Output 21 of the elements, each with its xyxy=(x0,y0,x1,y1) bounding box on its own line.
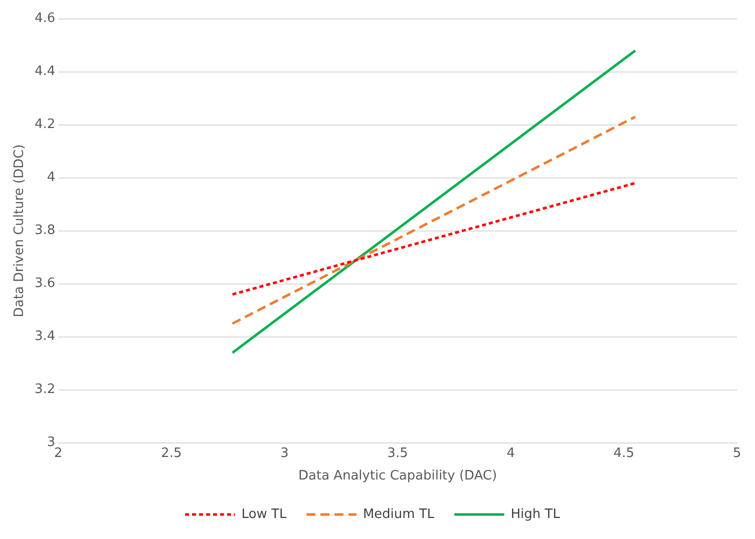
y-tick-label: 3.2 xyxy=(34,382,56,398)
legend-label: Medium TL xyxy=(362,506,436,522)
x-axis-title: Data Analytic Capability (DAC) xyxy=(298,468,497,484)
x-tick-label: 2.5 xyxy=(161,446,182,461)
legend-label: High TL xyxy=(510,506,561,522)
y-tick-label: 3.4 xyxy=(34,329,56,344)
legend-label: Low TL xyxy=(242,506,288,522)
y-tick-label: 4.4 xyxy=(34,64,56,80)
x-tick-label: 3 xyxy=(280,446,289,461)
x-tick-label: 4.5 xyxy=(614,446,634,461)
y-tick-label: 4 xyxy=(46,170,56,186)
y-tick-label: 3.6 xyxy=(34,276,56,292)
y-tick-label: 3.8 xyxy=(34,223,56,238)
y-axis-title: Data Driven Culture (DDC) xyxy=(12,144,28,318)
y-tick-label: 3 xyxy=(46,435,56,450)
x-tick-label: 5 xyxy=(732,446,742,461)
x-tick-label: 2 xyxy=(54,446,62,461)
x-tick-label: 3.5 xyxy=(387,446,408,461)
x-tick-label: 4 xyxy=(506,446,515,461)
y-tick-label: 4.6 xyxy=(34,11,56,26)
y-tick-label: 4.2 xyxy=(34,117,56,132)
